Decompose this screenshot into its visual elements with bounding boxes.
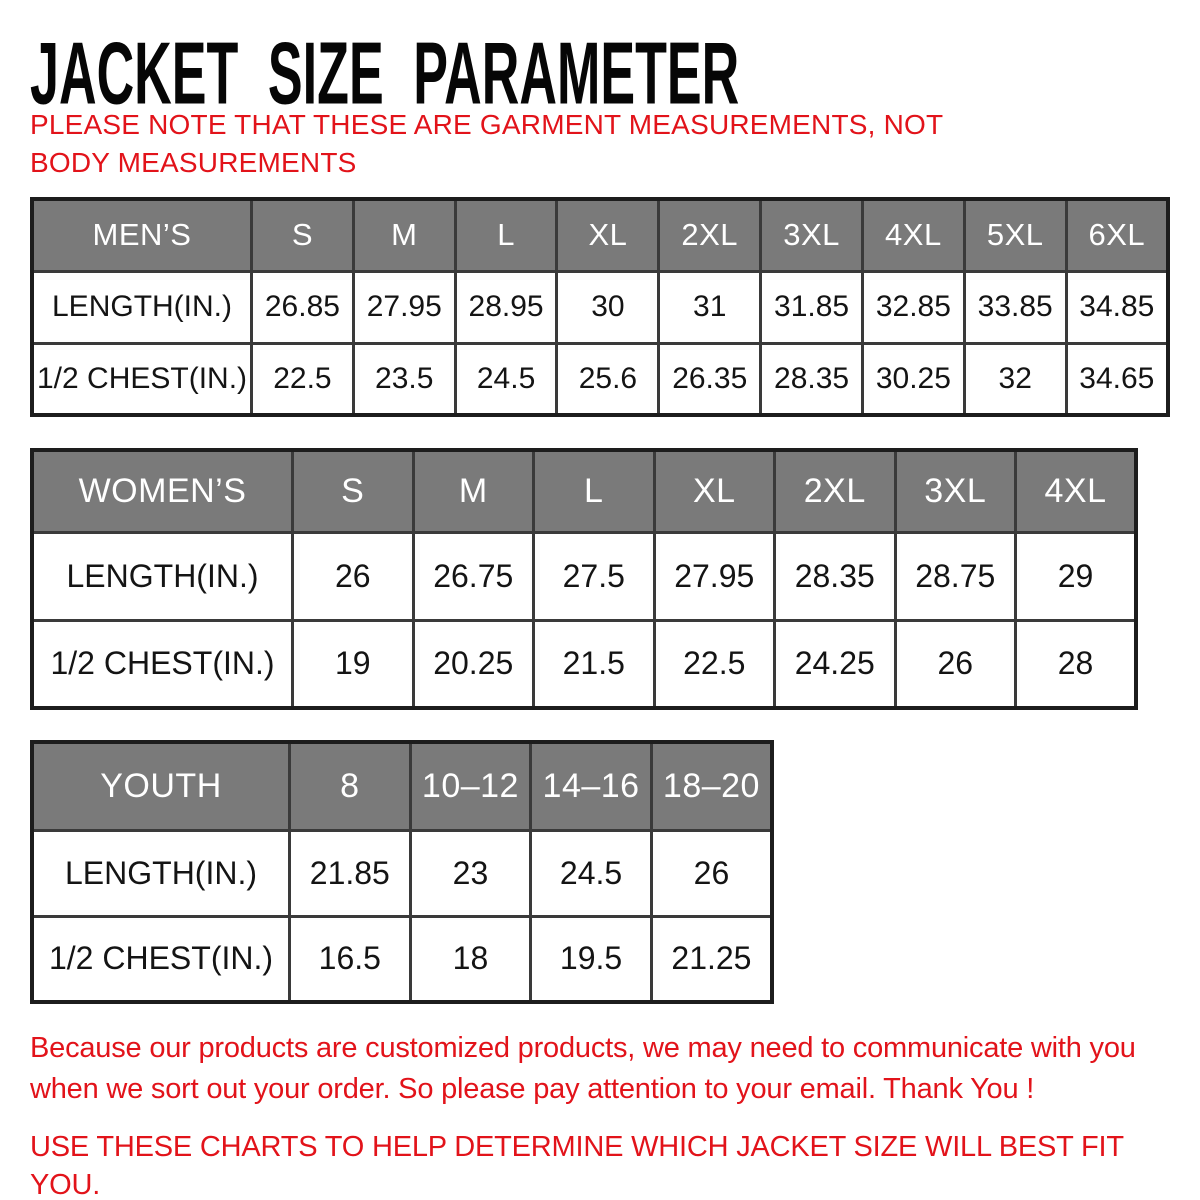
size-header-cell: M <box>351 197 457 273</box>
measurement-value-cell: 19 <box>291 618 415 710</box>
measurement-value-cell: 22.5 <box>652 618 776 710</box>
row-label-cell: LENGTH(IN.) <box>30 530 294 622</box>
size-header-cell: 18–20 <box>649 740 774 832</box>
measurement-value-cell: 30 <box>555 269 661 345</box>
measurement-value-cell: 32 <box>962 341 1068 417</box>
row-label-cell: 1/2 CHEST(IN.) <box>30 618 294 710</box>
size-chart-usage-note: USE THESE CHARTS TO HELP DETERMINE WHICH… <box>30 1131 1124 1200</box>
measurement-row: LENGTH(IN.) 26.85 27.95 28.95 30 31 31.85 32.85… <box>30 269 1170 345</box>
row-label-cell: 1/2 CHEST(IN.) <box>30 914 291 1004</box>
measurement-value-cell: 21.85 <box>288 828 412 918</box>
measurement-value-cell: 32.85 <box>860 269 966 345</box>
size-header-cell: M <box>411 448 535 534</box>
row-label-cell: LENGTH(IN.) <box>30 828 291 918</box>
measurement-row: 1/2 CHEST(IN.) 16.5 18 19.5 21.25 <box>30 914 774 1004</box>
youth-size-table: YOUTH 8 10–12 14–16 18–20 LENGTH(IN.) 21.85 23 2… <box>30 740 774 1004</box>
table-header-row: MEN’S S M L XL 2XL 3XL 4XL 5XL 6XL <box>30 197 1170 273</box>
measurement-value-cell: 34.65 <box>1064 341 1170 417</box>
size-header-cell: 4XL <box>1014 448 1138 534</box>
measurement-value-cell: 21.25 <box>649 914 774 1004</box>
measurement-value-cell: 26 <box>291 530 415 622</box>
size-header-cell: 14–16 <box>529 740 653 832</box>
size-header-cell: 3XL <box>893 448 1017 534</box>
size-header-cell: XL <box>555 197 661 273</box>
custom-order-notice: Because our products are customized prod… <box>30 1032 1136 1105</box>
size-header-cell: S <box>250 197 355 273</box>
measurement-value-cell: 26 <box>893 618 1017 710</box>
table-title-cell: WOMEN’S <box>30 448 294 534</box>
measurement-value-cell: 26.35 <box>657 341 763 417</box>
measurement-value-cell: 30.25 <box>860 341 966 417</box>
measurement-value-cell: 33.85 <box>962 269 1068 345</box>
measurement-value-cell: 23.5 <box>351 341 457 417</box>
measurement-value-cell: 31 <box>657 269 763 345</box>
size-header-cell: S <box>291 448 415 534</box>
measurement-value-cell: 26 <box>649 828 774 918</box>
size-header-cell: 10–12 <box>408 740 533 832</box>
measurement-value-cell: 31.85 <box>759 269 864 345</box>
measurement-row: LENGTH(IN.) 21.85 23 24.5 26 <box>30 828 774 918</box>
mens-size-table: MEN’S S M L XL 2XL 3XL 4XL 5XL 6XL LENGTH(IN.) 26.8… <box>30 197 1170 417</box>
size-header-cell: 4XL <box>860 197 966 273</box>
measurement-value-cell: 28.35 <box>773 530 897 622</box>
measurement-value-cell: 23 <box>408 828 533 918</box>
womens-size-table: WOMEN’S S M L XL 2XL 3XL 4XL LENGTH(IN.) 26 26.75 2… <box>30 448 1138 710</box>
table-title-cell: MEN’S <box>30 197 253 273</box>
size-header-cell: 8 <box>288 740 412 832</box>
measurement-value-cell: 18 <box>408 914 533 1004</box>
measurement-value-cell: 27.95 <box>652 530 776 622</box>
size-header-cell: L <box>453 197 559 273</box>
measurement-value-cell: 24.5 <box>529 828 653 918</box>
table-header-row: WOMEN’S S M L XL 2XL 3XL 4XL <box>30 448 1138 534</box>
measurement-value-cell: 26.75 <box>411 530 535 622</box>
page-title: JACKET SIZE PARAMETER <box>30 25 740 124</box>
measurement-value-cell: 25.6 <box>555 341 661 417</box>
measurement-value-cell: 22.5 <box>250 341 355 417</box>
size-header-cell: 5XL <box>962 197 1068 273</box>
size-header-cell: 3XL <box>759 197 864 273</box>
size-header-cell: 2XL <box>657 197 763 273</box>
garment-measurement-note: PLEASE NOTE THAT THESE ARE GARMENT MEASU… <box>30 109 943 178</box>
measurement-value-cell: 28 <box>1014 618 1138 710</box>
measurement-value-cell: 28.35 <box>759 341 864 417</box>
measurement-value-cell: 27.5 <box>532 530 656 622</box>
size-header-cell: XL <box>652 448 776 534</box>
table-header-row: YOUTH 8 10–12 14–16 18–20 <box>30 740 774 832</box>
size-header-cell: 2XL <box>773 448 897 534</box>
measurement-value-cell: 34.85 <box>1064 269 1170 345</box>
size-header-cell: L <box>532 448 656 534</box>
measurement-value-cell: 16.5 <box>288 914 412 1004</box>
measurement-value-cell: 27.95 <box>351 269 457 345</box>
row-label-cell: 1/2 CHEST(IN.) <box>30 341 253 417</box>
measurement-value-cell: 20.25 <box>411 618 535 710</box>
measurement-row: LENGTH(IN.) 26 26.75 27.5 27.95 28.35 28.75 29 <box>30 530 1138 622</box>
measurement-value-cell: 26.85 <box>250 269 355 345</box>
measurement-value-cell: 19.5 <box>529 914 653 1004</box>
measurement-value-cell: 28.95 <box>453 269 559 345</box>
row-label-cell: LENGTH(IN.) <box>30 269 253 345</box>
measurement-row: 1/2 CHEST(IN.) 22.5 23.5 24.5 25.6 26.35 28.35… <box>30 341 1170 417</box>
measurement-value-cell: 24.25 <box>773 618 897 710</box>
measurement-row: 1/2 CHEST(IN.) 19 20.25 21.5 22.5 24.25 26 28 <box>30 618 1138 710</box>
measurement-value-cell: 28.75 <box>893 530 1017 622</box>
size-header-cell: 6XL <box>1064 197 1170 273</box>
measurement-value-cell: 24.5 <box>453 341 559 417</box>
measurement-value-cell: 29 <box>1014 530 1138 622</box>
table-title-cell: YOUTH <box>30 740 291 832</box>
measurement-value-cell: 21.5 <box>532 618 656 710</box>
